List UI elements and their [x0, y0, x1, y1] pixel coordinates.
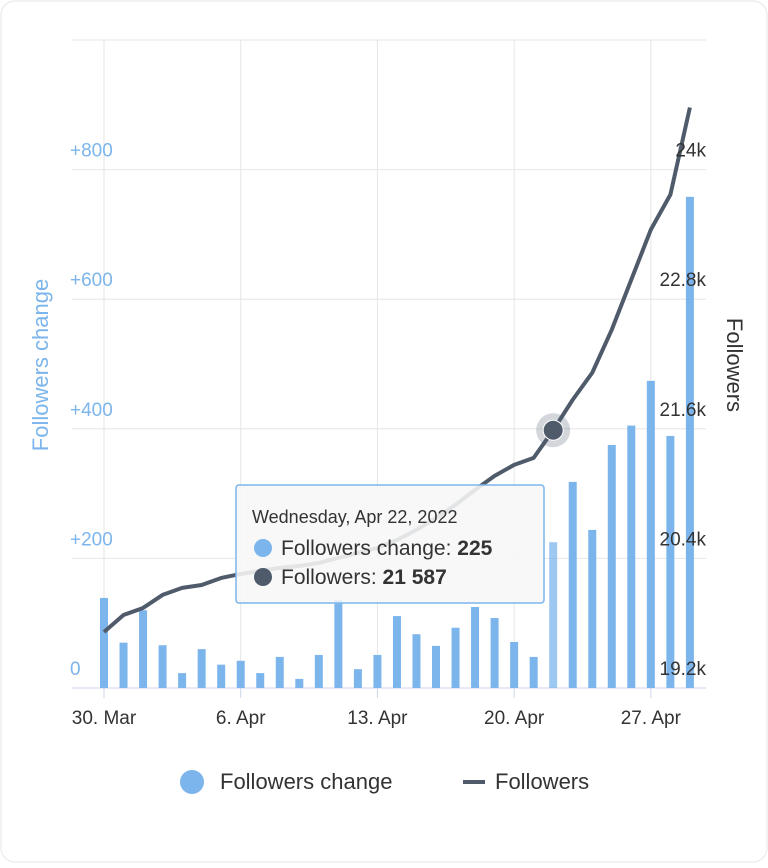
y-tick-label: +800	[70, 141, 113, 162]
tooltip-label: Followers:	[281, 566, 383, 589]
tooltip-line: Followers: 21 587	[281, 566, 447, 589]
bar	[373, 654, 382, 688]
bar	[471, 607, 480, 688]
y2-axis-title: Followers	[722, 318, 747, 412]
bar	[627, 425, 636, 688]
x-tick-label: 27. Apr	[621, 708, 682, 729]
y-tick-label: +600	[70, 270, 113, 291]
bar	[334, 599, 343, 688]
x-tick-label: 20. Apr	[484, 708, 545, 729]
bar	[353, 669, 362, 688]
bar	[607, 445, 616, 688]
bar	[256, 673, 265, 688]
bar	[275, 656, 284, 688]
bar	[236, 660, 245, 688]
bar	[510, 641, 519, 688]
tooltip-symbol	[254, 568, 272, 586]
legend-symbol	[180, 770, 204, 794]
bar	[646, 380, 655, 688]
y2-tick-label: 19.2k	[660, 659, 707, 680]
bar	[139, 610, 148, 688]
bar	[490, 618, 499, 688]
bar	[100, 597, 108, 688]
tooltip-symbol	[254, 539, 272, 557]
x-tick-label: 13. Apr	[347, 708, 408, 729]
tooltip-line: Followers change: 225	[281, 537, 493, 560]
tooltip-label: Followers change:	[281, 537, 457, 560]
y-tick-label: 0	[70, 659, 81, 680]
x-tick-label: 30. Mar	[72, 708, 137, 729]
bar	[412, 634, 421, 688]
bar	[549, 542, 558, 688]
y2-tick-label: 20.4k	[660, 529, 707, 550]
bar	[568, 481, 577, 688]
bar	[314, 654, 323, 688]
x-tick-label: 6. Apr	[216, 708, 266, 729]
bar	[197, 649, 206, 688]
bar	[685, 196, 694, 689]
y-tick-label: +400	[70, 400, 113, 421]
bar	[178, 673, 187, 688]
bar	[666, 435, 675, 688]
legend-label[interactable]: Followers	[495, 769, 589, 794]
y2-tick-label: 24k	[675, 141, 706, 162]
y-tick-label: +200	[70, 529, 113, 550]
bar	[158, 645, 167, 688]
bar	[119, 642, 128, 688]
tooltip-value: 21 587	[383, 566, 447, 589]
bar	[295, 678, 304, 688]
y2-tick-label: 22.8k	[660, 270, 707, 291]
bar	[217, 664, 226, 688]
y2-tick-label: 21.6k	[660, 400, 707, 421]
bar	[451, 627, 460, 688]
tooltip-title: Wednesday, Apr 22, 2022	[252, 507, 457, 527]
hover-point	[542, 419, 564, 441]
bar	[392, 616, 401, 688]
tooltip-value: 225	[457, 537, 492, 560]
bar	[432, 645, 441, 688]
bar	[588, 529, 597, 688]
tooltip-box	[235, 484, 545, 604]
y-axis-title: Followers change	[28, 279, 53, 451]
bar	[529, 656, 538, 688]
legend-label[interactable]: Followers change	[220, 769, 392, 794]
